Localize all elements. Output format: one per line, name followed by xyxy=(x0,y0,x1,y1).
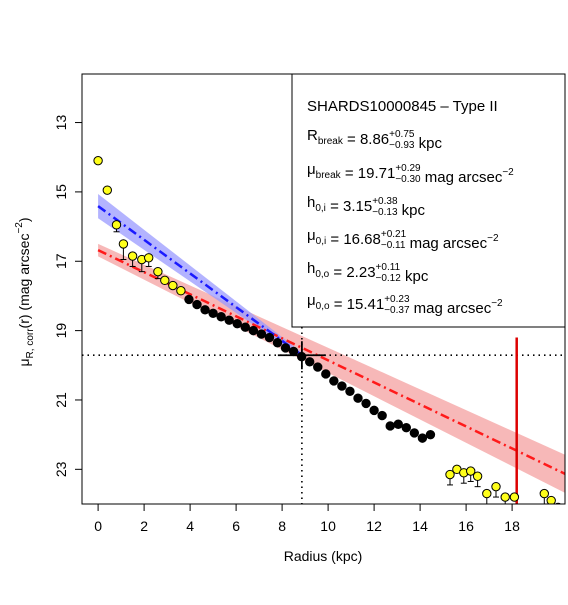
data-point-yellow xyxy=(93,155,103,166)
data-point-yellow xyxy=(118,239,129,249)
data-point-yellow xyxy=(466,466,476,476)
legend-parameter: h0,o = 2.23+0.11 −0.12 kpc xyxy=(307,260,429,285)
y-tick-label: 23 xyxy=(53,461,69,477)
legend-parameter: μ0,i = 16.68+0.21 −0.11 mag arcsec−2 xyxy=(307,227,499,252)
data-point-yellow xyxy=(127,251,138,261)
data-point-black xyxy=(313,362,323,372)
legend-parameter: μ0,o = 15.41+0.23 −0.37 mag arcsec−2 xyxy=(307,292,503,317)
data-point-yellow xyxy=(168,280,178,291)
x-tick-label: 10 xyxy=(320,518,336,534)
data-point-black xyxy=(329,376,339,386)
x-tick-label: 0 xyxy=(94,518,102,534)
data-point-black xyxy=(184,294,194,305)
data-point-black xyxy=(288,346,299,357)
data-point-yellow xyxy=(160,275,170,286)
data-point-yellow xyxy=(539,488,549,499)
data-point-yellow xyxy=(491,481,501,492)
data-point-black xyxy=(377,410,387,421)
data-point-black xyxy=(393,419,403,429)
data-point-yellow xyxy=(509,492,520,502)
legend-parameter: μbreak = 19.71+0.29 −0.30 mag arcsec−2 xyxy=(307,161,514,186)
data-point-black xyxy=(264,332,275,343)
data-point-black xyxy=(208,308,218,318)
y-tick-label: 13 xyxy=(53,115,69,131)
data-point-yellow xyxy=(176,286,186,296)
data-point-yellow xyxy=(546,495,556,504)
x-tick-label: 14 xyxy=(412,518,428,534)
legend-parameter: Rbreak = 8.86+0.75 −0.93 kpc xyxy=(307,127,442,152)
data-point-black xyxy=(305,357,315,367)
data-point-black xyxy=(224,315,234,325)
data-point-black xyxy=(240,322,251,332)
y-axis-label: μR, corr(r) (mag arcsec−2) xyxy=(14,217,36,366)
data-point-black xyxy=(417,433,428,443)
data-point-yellow xyxy=(500,492,510,502)
x-axis-label: Radius (kpc) xyxy=(284,548,363,564)
data-point-black xyxy=(385,421,395,431)
data-point-black xyxy=(353,393,363,403)
data-point-yellow xyxy=(482,488,492,499)
data-point-yellow xyxy=(472,471,483,481)
data-point-black xyxy=(401,423,411,433)
data-point-black xyxy=(192,299,202,310)
y-tick-label: 17 xyxy=(53,253,69,269)
fit-uncertainty-bands xyxy=(98,194,565,493)
data-point-yellow xyxy=(111,220,122,230)
data-point-black xyxy=(337,381,347,391)
x-tick-label: 2 xyxy=(140,518,148,534)
fit-lines xyxy=(97,205,565,475)
inner-fit-line xyxy=(97,205,303,357)
data-point-black xyxy=(272,338,283,348)
data-points xyxy=(93,155,562,504)
data-point-black xyxy=(256,329,267,339)
legend: SHARDS10000845 – Type II Rbreak = 8.86+0.… xyxy=(291,73,566,328)
legend-box xyxy=(291,73,566,328)
legend-title: SHARDS10000845 – Type II xyxy=(307,98,498,115)
x-tick-label: 16 xyxy=(458,518,474,534)
x-tick-label: 12 xyxy=(366,518,382,534)
y-axis: 13 15 17 19 21 23 xyxy=(53,115,83,477)
data-point-yellow xyxy=(445,469,455,480)
x-tick-label: 8 xyxy=(278,518,286,534)
data-point-black xyxy=(232,318,242,329)
legend-parameter: h0,i = 3.15+0.38 −0.13 kpc xyxy=(307,194,426,219)
data-point-black xyxy=(296,351,307,362)
data-point-black xyxy=(321,369,331,379)
x-tick-label: 18 xyxy=(504,518,520,534)
data-point-black xyxy=(216,312,226,322)
data-point-yellow xyxy=(144,253,154,263)
data-point-black xyxy=(345,386,355,396)
data-point-black xyxy=(409,428,420,438)
data-point-black xyxy=(361,398,371,409)
data-point-black xyxy=(248,325,259,336)
data-point-black xyxy=(369,405,379,416)
data-point-yellow xyxy=(102,185,113,195)
data-point-yellow xyxy=(153,266,163,277)
outer-fit-band xyxy=(98,243,565,493)
data-point-black xyxy=(200,305,210,315)
x-tick-label: 4 xyxy=(186,518,194,534)
x-axis: 0 2 4 6 8 10 12 14 16 18 xyxy=(94,503,520,534)
x-tick-label: 6 xyxy=(232,518,240,534)
outer-fit-line xyxy=(97,249,565,475)
data-point-black xyxy=(280,343,291,353)
y-tick-label: 21 xyxy=(53,392,69,408)
data-point-yellow xyxy=(554,502,562,504)
y-tick-label: 19 xyxy=(53,323,69,339)
y-tick-label: 15 xyxy=(53,184,69,200)
inner-fit-band xyxy=(98,194,302,358)
data-point-black xyxy=(425,429,436,440)
